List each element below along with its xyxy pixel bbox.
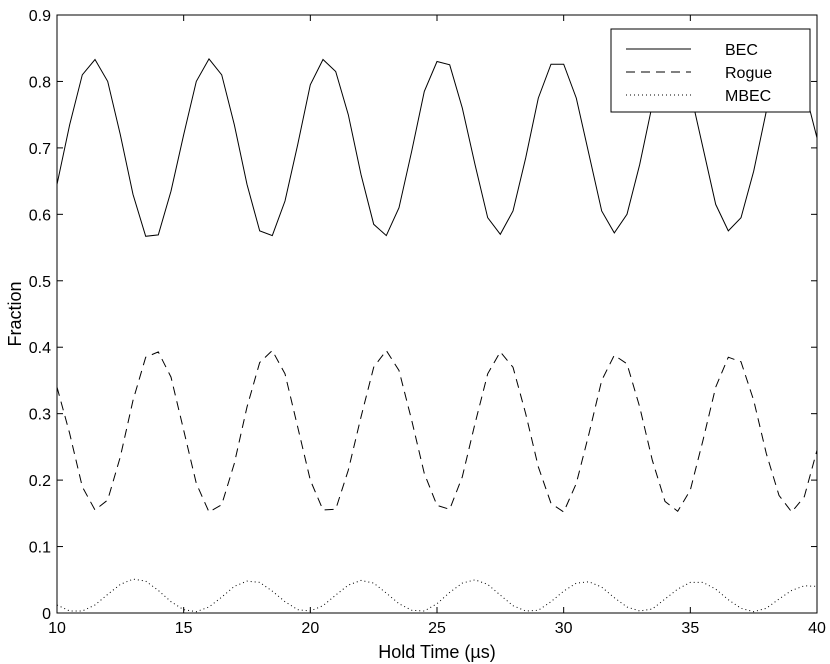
y-tick-label: 0.2: [29, 473, 51, 490]
legend-label-bec: BEC: [725, 42, 758, 59]
legend-label-mbec: MBEC: [725, 88, 771, 105]
y-tick-label: 0.4: [29, 340, 51, 357]
series-line-mbec: [57, 578, 817, 613]
axis-ticks: 10 15 20 25 30 35 40 0 0.1 0.2 0.3 0.4 0.5 0.6 0.7 0.8 0…: [29, 8, 826, 637]
x-tick-label: 40: [808, 620, 826, 637]
legend: BEC Rogue MBEC: [610, 28, 811, 113]
x-tick-label: 15: [175, 620, 193, 637]
x-tick-label: 35: [681, 620, 699, 637]
y-tick-label: 0.1: [29, 540, 51, 557]
x-tick-label: 20: [301, 620, 319, 637]
x-axis-label: Hold Time (µs): [378, 642, 495, 662]
y-axis-label: Fraction: [5, 281, 25, 346]
y-tick-label: 0.7: [29, 141, 51, 158]
y-tick-label: 0: [42, 606, 51, 623]
y-tick-label: 0.5: [29, 274, 51, 291]
y-tick-label: 0.6: [29, 207, 51, 224]
x-tick-label: 10: [48, 620, 66, 637]
y-tick-label: 0.9: [29, 8, 51, 25]
y-tick-label: 0.3: [29, 407, 51, 424]
legend-label-rogue: Rogue: [725, 65, 772, 82]
x-tick-label: 30: [555, 620, 573, 637]
legend-box: [610, 28, 811, 113]
y-tick-label: 0.8: [29, 74, 51, 91]
x-tick-label: 25: [428, 620, 446, 637]
